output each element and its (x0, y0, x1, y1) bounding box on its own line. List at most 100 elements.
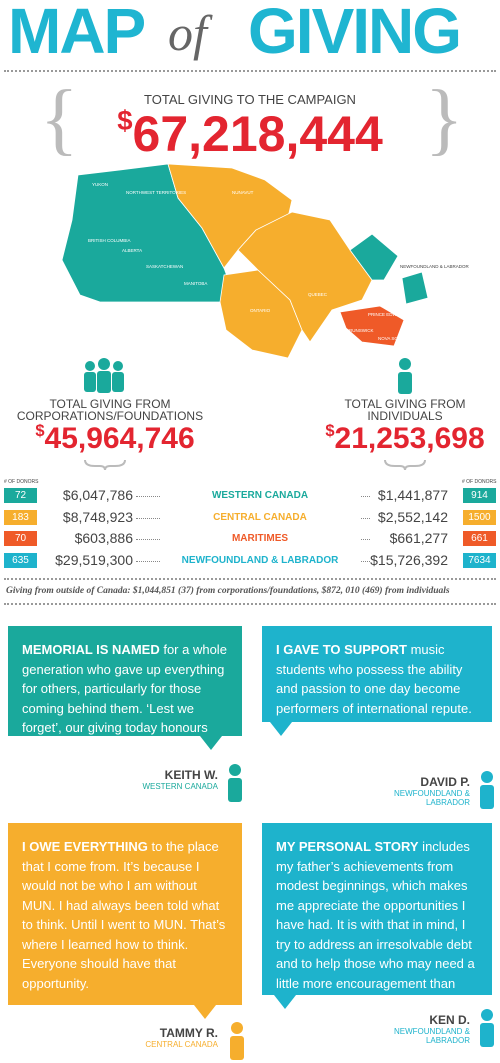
donor-badge: 635 (4, 552, 37, 568)
corp-label: TOTAL GIVING FROM CORPORATIONS/FOUNDATIO… (16, 397, 204, 423)
group-icon (84, 358, 124, 393)
quote-lead: I OWE EVERYTHING (22, 839, 148, 854)
bubble-tail (270, 722, 292, 736)
donor-badge: 7634 (463, 552, 496, 568)
ind-label: TOTAL GIVING FROM INDIVIDUALS (344, 397, 466, 423)
map-label: YUKON (92, 182, 108, 187)
quote-text: to the place that I come from. It’s beca… (22, 839, 226, 991)
divider (4, 603, 496, 605)
donors-header: # OF DONORS (4, 479, 39, 485)
map-label: BRUNSWICK (346, 328, 374, 333)
icon-body (230, 1036, 244, 1060)
quote-lead: MY PERSONAL STORY (276, 839, 419, 854)
quote-bubble: I GAVE TO SUPPORT music students who pos… (262, 626, 492, 736)
map-graphic: { } YUKON NORTHWEST TERRITORIES NUNAVUT BRI… (40, 80, 470, 359)
region-name: WESTERN CANADA (160, 490, 360, 501)
icon-body (480, 785, 494, 809)
icon-head (481, 771, 493, 783)
quote-lead: MEMORIAL IS NAMED (22, 642, 160, 657)
divider (4, 578, 496, 580)
icon-head (231, 1022, 243, 1034)
person-icon (228, 764, 242, 802)
donor-badge: 183 (4, 509, 37, 525)
table-row: 72 $6,047,786 WESTERN CANADA $1,441,877 914 (0, 487, 500, 503)
quote-text: for a whole generation who gave up every… (22, 642, 227, 755)
ind-amount: $21,253,698 (325, 422, 485, 455)
bubble-tail (194, 1005, 216, 1019)
labrador-region (349, 233, 399, 281)
map-label: BRITISH COLUMBIA (88, 238, 131, 243)
region-name: NEWFOUNDLAND & LABRADOR (160, 554, 360, 566)
map-label: NUNAVUT (232, 190, 254, 195)
map-label: SASKATCHEWAN (146, 264, 183, 269)
region-name: MARITIMES (160, 533, 360, 544)
donor-badge: 72 (4, 488, 37, 503)
quote-text: music students who possess the ability a… (276, 642, 472, 716)
title-map: MAP (8, 0, 146, 67)
title-giving: GIVING (248, 0, 462, 67)
person-icon (480, 1009, 494, 1047)
brace-right: } (425, 80, 463, 163)
table-row: 183 $8,748,923 CENTRAL CANADA $2,552,142 150… (0, 508, 500, 525)
small-braces (84, 459, 426, 471)
donor-badge: 914 (463, 488, 496, 503)
maritimes-region (339, 305, 405, 347)
person-icon (398, 358, 412, 394)
newfoundland-region (401, 271, 429, 305)
person-region: WESTERN CANADA (142, 782, 218, 791)
divider (4, 70, 496, 72)
donor-badge: 1500 (463, 509, 496, 525)
quote-bubble: MY PERSONAL STORY includes my father’s a… (262, 823, 492, 1010)
quebec-region (237, 211, 373, 343)
map-label: PRINCE EDWARD ISLAND (368, 312, 424, 317)
corp-amount: $8,748,923 (62, 508, 133, 525)
table-row: 635 $29,519,300 NEWFOUNDLAND & LABRADOR $15… (0, 551, 500, 568)
quote-bubble: I OWE EVERYTHING to the place that I com… (8, 823, 242, 1019)
map-label: MANITOBA (184, 281, 207, 286)
corp-amount: $29,519,300 (55, 551, 133, 568)
quote-text: includes my father’s achievements from m… (276, 839, 475, 1010)
bubble-tail (200, 736, 222, 750)
person-name: TAMMY R. (159, 1026, 218, 1040)
person-icon (230, 1022, 244, 1060)
person-icon (480, 771, 494, 809)
icon-head (481, 1009, 493, 1021)
corp-amount: $603,886 (74, 530, 133, 546)
person-name: KEITH W. (164, 768, 218, 782)
ind-amount: $1,441,877 (377, 487, 448, 503)
table-row: 70 $603,886 MARITIMES $661,277 661 (0, 530, 500, 546)
corp-amount: $45,964,746 (35, 422, 195, 455)
map-label: NORTHWEST TERRITORIES (126, 190, 186, 195)
region-name: CENTRAL CANADA (160, 511, 360, 523)
map-label: NOVA SCOTIA (378, 336, 408, 341)
icon-body (480, 1023, 494, 1047)
map-label: ONTARIO (250, 308, 271, 313)
corp-amount: $6,047,786 (62, 487, 133, 503)
icon-body (228, 778, 242, 802)
donor-badge: 661 (463, 531, 496, 546)
icon-head (229, 764, 241, 776)
donors-header: # OF DONORS (462, 479, 497, 485)
bubble-tail (274, 995, 296, 1009)
ind-amount: $15,726,392 (370, 551, 448, 568)
map-label: ALBERTA (122, 248, 142, 253)
quote-bubble: MEMORIAL IS NAMED for a whole generation… (8, 626, 242, 755)
quote-lead: I GAVE TO SUPPORT (276, 642, 407, 657)
total-amount: $67,218,444 (117, 105, 383, 162)
icons (84, 358, 412, 394)
ind-amount: $661,277 (389, 530, 448, 546)
donor-badge: 70 (4, 531, 37, 546)
person-region: CENTRAL CANADA (145, 1040, 218, 1049)
brace-left: { (40, 80, 78, 163)
person-name: DAVID P. (420, 775, 470, 789)
map-label: NEWFOUNDLAND & LABRADOR (400, 264, 470, 269)
person-name: KEN D. (429, 1013, 470, 1027)
total-label: TOTAL GIVING TO THE CAMPAIGN (144, 92, 356, 107)
person-region: NEWFOUNDLAND & LABRADOR (393, 789, 470, 807)
ind-amount: $2,552,142 (377, 508, 448, 525)
person-region: NEWFOUNDLAND & LABRADOR (393, 1027, 470, 1045)
footnote: Giving from outside of Canada: $1,044,85… (6, 586, 450, 596)
map-label: QUEBEC (308, 292, 328, 297)
title-of: of (168, 5, 207, 61)
